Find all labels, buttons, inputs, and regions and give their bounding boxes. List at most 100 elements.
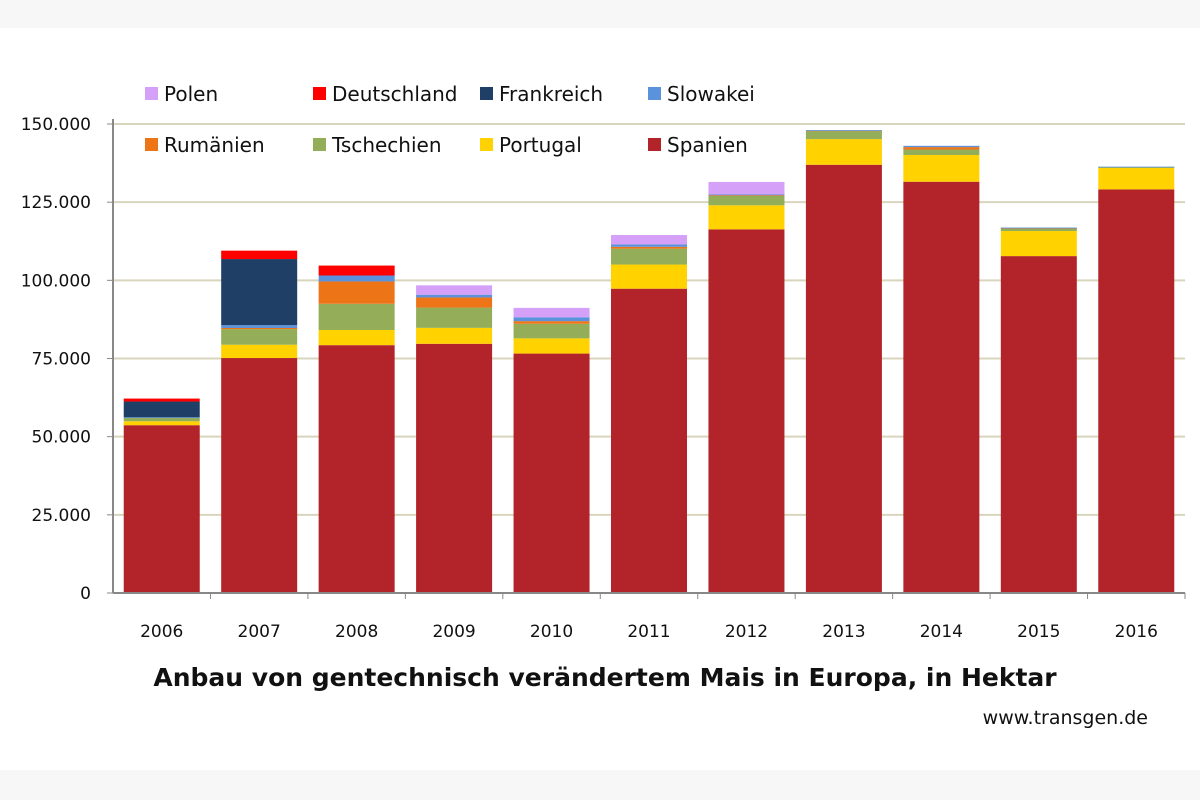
legend: Polen Deutschland Frankreich Slowakei Rumäni… (145, 82, 755, 157)
bar-slowakei-2007 (221, 325, 298, 328)
legend-swatch-rumänien (145, 138, 158, 151)
bar-spanien-2006 (123, 425, 200, 593)
y-tick-label: 50.000 (32, 428, 91, 448)
legend-label: Portugal (499, 133, 582, 157)
bar-slowakei-2011 (611, 244, 687, 247)
bar-portugal-2014 (903, 155, 980, 182)
bar-polen-2010 (513, 307, 590, 318)
bar-portugal-2007 (221, 344, 298, 359)
legend-swatch-frankreich (480, 87, 493, 100)
bar-rumänien-2010 (513, 321, 590, 324)
bar-spanien-2007 (221, 358, 298, 593)
bar-deutschland-2006 (123, 398, 200, 402)
x-tick-label: 2008 (335, 622, 378, 642)
bar-portugal-2008 (318, 329, 395, 346)
chart-title: Anbau von gentechnisch verändertem Mais … (153, 663, 1057, 692)
x-tick-label: 2015 (1017, 622, 1060, 642)
bar-spanien-2016 (1098, 189, 1175, 593)
bar-rumänien-2007 (221, 327, 298, 330)
bar-frankreich-2007 (221, 259, 298, 326)
bar-tschechien-2006 (123, 417, 200, 422)
bar-slowakei-2008 (318, 275, 395, 282)
y-tick-label: 25.000 (32, 506, 91, 526)
legend-label: Tschechien (331, 133, 442, 157)
legend-label: Slowakei (667, 82, 755, 106)
bar-tschechien-2011 (611, 248, 687, 265)
bar-slowakei-2009 (416, 294, 493, 298)
x-tick-label: 2012 (725, 622, 768, 642)
bar-spanien-2012 (708, 229, 785, 593)
axes: 0 25.000 50.000 75.000 100.000 125.000 150.000… (21, 115, 1186, 642)
bar-slowakei-2012 (708, 194, 785, 196)
bar-slowakei-2015 (1000, 227, 1077, 229)
bar-polen-2012 (708, 181, 785, 195)
bar-slowakei-2016 (1098, 166, 1175, 168)
x-tick-label: 2010 (530, 622, 573, 642)
bar-portugal-2013 (805, 139, 882, 165)
x-tick-label: 2014 (920, 622, 963, 642)
y-tick-label: 125.000 (21, 193, 91, 213)
bar-portugal-2011 (611, 264, 687, 289)
x-tick-label: 2009 (432, 622, 475, 642)
legend-label: Frankreich (499, 82, 603, 106)
bar-rumänien-2008 (318, 281, 395, 304)
bar-portugal-2009 (416, 327, 493, 344)
bar-tschechien-2014 (903, 149, 980, 156)
bar-tschechien-2007 (221, 329, 298, 345)
bar-portugal-2016 (1098, 167, 1175, 190)
bar-tschechien-2016 (1098, 167, 1175, 168)
bar-portugal-2006 (123, 421, 200, 426)
bar-slowakei-2014 (903, 145, 980, 148)
y-tick-label: 75.000 (32, 350, 91, 370)
legend-label: Rumänien (164, 133, 265, 157)
bar-rumänien-2009 (416, 297, 493, 308)
x-tick-label: 2011 (627, 622, 670, 642)
bar-polen-2011 (611, 235, 687, 245)
legend-label: Spanien (667, 133, 748, 157)
y-tick-label: 150.000 (21, 115, 91, 135)
bar-polen-2009 (416, 285, 493, 295)
bar-rumänien-2012 (708, 195, 785, 196)
bar-slowakei-2006 (123, 417, 200, 418)
bar-tschechien-2008 (318, 303, 395, 330)
bar-deutschland-2008 (318, 265, 395, 276)
bar-portugal-2010 (513, 338, 590, 354)
bar-rumänien-2014 (903, 147, 980, 150)
bar-tschechien-2015 (1000, 227, 1077, 232)
bar-tschechien-2013 (805, 131, 882, 140)
y-tick-label: 100.000 (21, 271, 91, 291)
bar-spanien-2008 (318, 345, 395, 593)
x-tick-label: 2013 (822, 622, 865, 642)
legend-swatch-tschechien (313, 138, 326, 151)
bar-slowakei-2010 (513, 317, 590, 322)
bar-tschechien-2009 (416, 307, 493, 328)
bar-spanien-2009 (416, 343, 493, 593)
legend-swatch-portugal (480, 138, 493, 151)
bar-rumänien-2011 (611, 246, 687, 249)
bars (123, 130, 1175, 593)
bar-slowakei-2013 (805, 130, 882, 131)
bar-frankreich-2006 (123, 401, 200, 418)
bar-spanien-2011 (611, 288, 687, 593)
bar-spanien-2013 (805, 164, 882, 593)
legend-label: Polen (164, 82, 218, 106)
bar-tschechien-2010 (513, 323, 590, 339)
bar-tschechien-2012 (708, 195, 785, 206)
bar-spanien-2015 (1000, 256, 1077, 593)
bar-spanien-2010 (513, 353, 590, 593)
bar-portugal-2012 (708, 205, 785, 230)
source-label: www.transgen.de (983, 707, 1148, 729)
bar-portugal-2015 (1000, 231, 1077, 257)
chart-card (0, 28, 1200, 770)
bar-deutschland-2007 (221, 250, 298, 260)
x-tick-label: 2006 (140, 622, 183, 642)
x-tick-label: 2007 (238, 622, 281, 642)
legend-swatch-polen (145, 87, 158, 100)
legend-swatch-spanien (648, 138, 661, 151)
x-tick-label: 2016 (1115, 622, 1158, 642)
bar-spanien-2014 (903, 181, 980, 593)
legend-swatch-slowakei (648, 87, 661, 100)
y-tick-label: 0 (80, 584, 91, 604)
